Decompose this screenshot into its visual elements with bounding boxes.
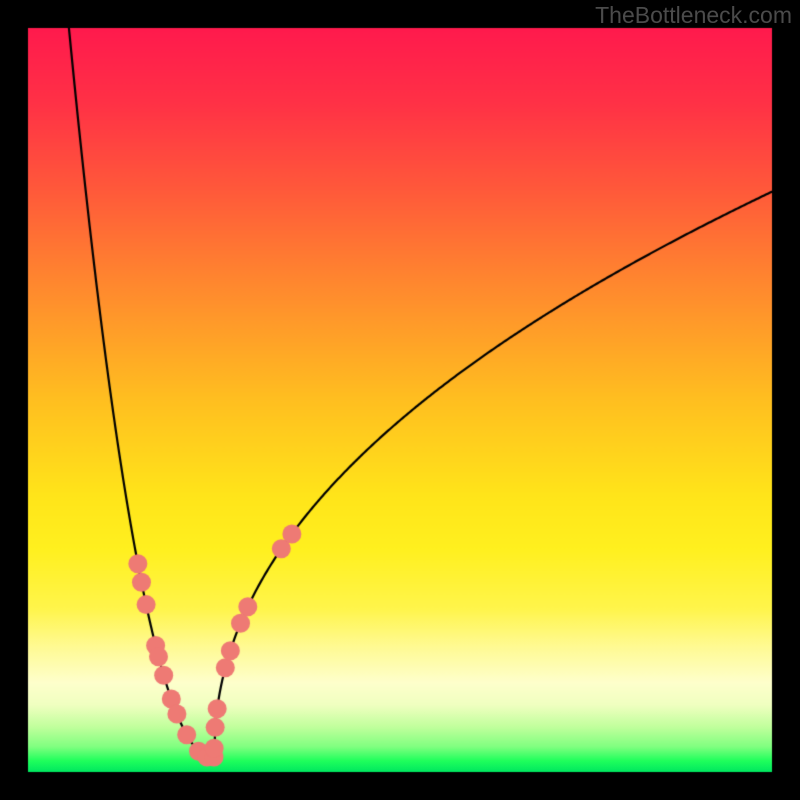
chart-frame: TheBottleneck.com [0,0,800,800]
bottleneck-curve-chart [0,0,800,800]
